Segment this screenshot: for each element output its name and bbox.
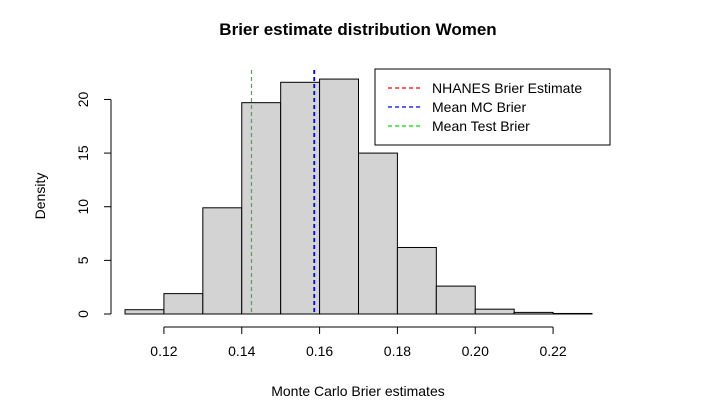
histogram-bar-9	[474, 308, 515, 315]
legend: NHANES Brier Estimate Mean MC Brier Mean T…	[374, 68, 611, 146]
chart-title: Brier estimate distribution Women	[219, 20, 496, 39]
x-tick-label-2: 0.16	[306, 343, 333, 359]
x-tick-label-0: 0.12	[150, 343, 177, 359]
bars-group	[124, 78, 593, 315]
y-tick-label-1: 5	[75, 256, 91, 264]
y-tick-label-4: 20	[75, 91, 91, 107]
histogram-bar-6	[358, 152, 398, 315]
histogram-bar-0	[124, 309, 165, 315]
y-tick-label-2: 10	[75, 199, 91, 215]
histogram-bar-3	[241, 102, 282, 315]
legend-label-2: Mean Test Brier	[432, 118, 530, 134]
reference-lines-group	[250, 70, 316, 314]
histogram-bar-8	[435, 285, 476, 315]
x-axis-label: Monte Carlo Brier estimates	[271, 383, 445, 399]
histogram-bar-2	[202, 207, 243, 315]
y-tick-label-3: 15	[75, 145, 91, 161]
x-axis: 0.12 0.14 0.16 0.18 0.20 0.22	[150, 326, 567, 359]
legend-label-0: NHANES Brier Estimate	[432, 80, 582, 96]
x-tick-label-3: 0.18	[384, 343, 411, 359]
y-axis-label: Density	[32, 173, 48, 220]
legend-box	[374, 68, 611, 146]
legend-label-1: Mean MC Brier	[432, 99, 526, 115]
x-tick-label-4: 0.20	[462, 343, 489, 359]
x-tick-label-1: 0.14	[228, 343, 255, 359]
histogram-bar-10	[513, 311, 554, 315]
histogram-bar-1	[163, 293, 204, 315]
histogram-bar-5	[319, 78, 360, 315]
y-tick-label-0: 0	[75, 310, 91, 318]
histogram-bar-7	[396, 246, 437, 315]
histogram-bar-11	[552, 312, 593, 315]
y-axis: 0 5 10 15 20	[75, 91, 112, 318]
histogram-bar-4	[280, 81, 321, 315]
x-tick-label-5: 0.22	[539, 343, 566, 359]
